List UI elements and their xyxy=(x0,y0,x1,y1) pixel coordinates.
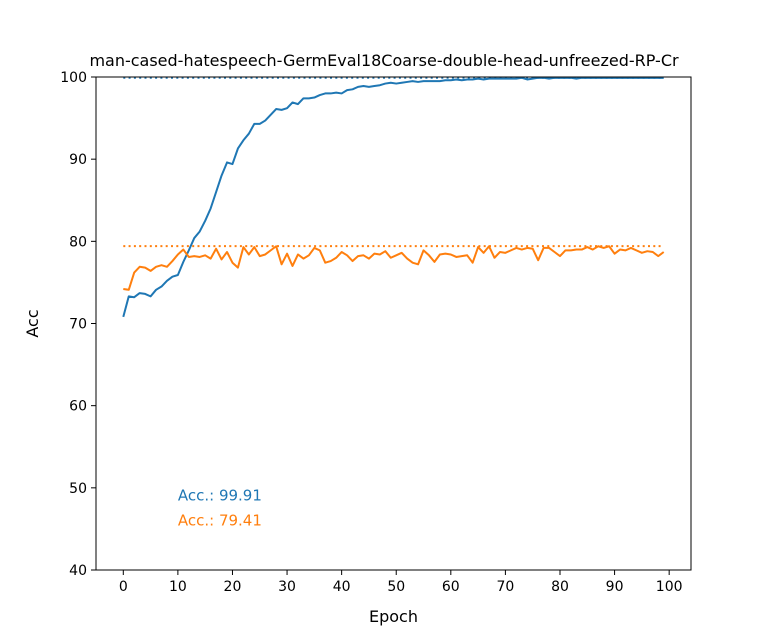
x-tick-label: 50 xyxy=(387,579,405,595)
y-tick-label: 90 xyxy=(69,152,87,168)
plot-area: 0 10 20 30 40 50 60 70 80 90 100 40 50 60 70 80 90 100 Acc… xyxy=(60,70,692,595)
x-tick-label: 10 xyxy=(169,579,187,595)
y-tick-label: 80 xyxy=(69,234,87,250)
annotation-1: Acc.: 79.41 xyxy=(178,511,262,529)
x-tick-label: 70 xyxy=(496,579,514,595)
y-tick-label: 40 xyxy=(69,563,87,579)
x-tick-label: 20 xyxy=(224,579,242,595)
x-axis-label: Epoch xyxy=(369,607,418,626)
x-tick-label: 60 xyxy=(442,579,460,595)
y-axis-label: Acc xyxy=(23,309,42,337)
y-tick-label: 60 xyxy=(69,399,87,415)
x-tick-label: 40 xyxy=(333,579,351,595)
x-tick-label: 30 xyxy=(278,579,296,595)
chart-title: man-cased-hatespeech-GermEval18Coarse-do… xyxy=(89,51,679,70)
series-line-1 xyxy=(123,245,665,291)
y-tick-label: 100 xyxy=(60,70,87,86)
y-tick-label: 50 xyxy=(69,481,87,497)
annotation-0: Acc.: 99.91 xyxy=(178,486,262,504)
x-tick-label: 0 xyxy=(119,579,128,595)
x-tick-label: 100 xyxy=(656,579,683,595)
x-tick-label: 80 xyxy=(551,579,569,595)
x-tick-label: 90 xyxy=(606,579,624,595)
series-line-0 xyxy=(122,76,664,318)
y-tick-label: 70 xyxy=(69,317,87,333)
